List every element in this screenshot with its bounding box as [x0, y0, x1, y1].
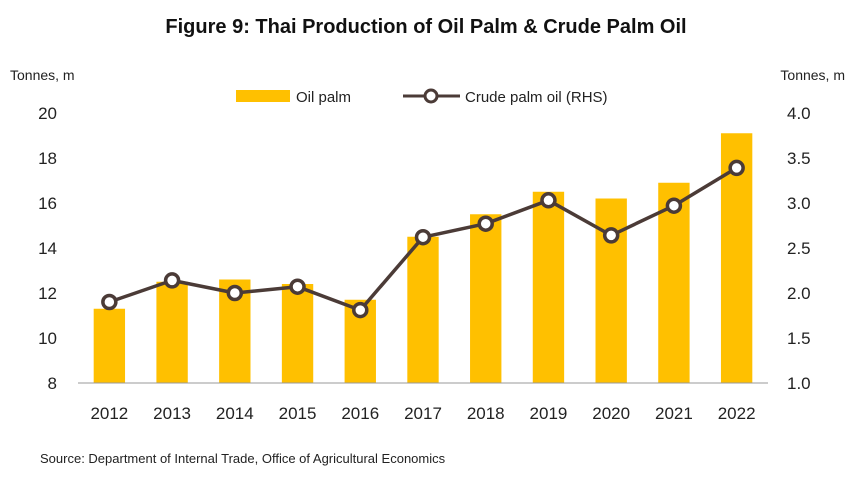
left-tick-label: 10: [38, 329, 57, 348]
bar-oil-palm-2012: [93, 308, 126, 383]
line-series-crude-palm-oil: [101, 159, 745, 319]
point-crude-palm-oil-2013: [163, 272, 181, 289]
right-tick-label: 2.0: [787, 284, 811, 303]
right-y-axis: 1.0 1.5 2.0 2.5 3.0 3.5 4.0: [787, 104, 811, 393]
x-tick-label: 2017: [404, 404, 442, 423]
x-tick-label: 2016: [341, 404, 379, 423]
bar-oil-palm-2015: [281, 284, 314, 383]
left-tick-label: 20: [38, 104, 57, 123]
point-crude-palm-oil-2021: [665, 197, 683, 214]
bar-oil-palm-2019: [532, 191, 565, 383]
right-tick-label: 1.5: [787, 329, 811, 348]
point-crude-palm-oil-2017: [414, 228, 432, 246]
chart-title: Figure 9: Thai Production of Oil Palm & …: [165, 16, 686, 38]
left-axis-label: Tonnes, m: [10, 67, 75, 83]
x-tick-label: 2015: [279, 404, 317, 423]
point-crude-palm-oil-2012: [101, 293, 118, 311]
legend: Oil palm Crude palm oil (RHS): [236, 88, 608, 106]
left-tick-label: 18: [38, 149, 57, 168]
right-tick-label: 2.5: [787, 239, 811, 258]
x-tick-label: 2013: [153, 404, 191, 423]
legend-label-crude-palm-oil: Crude palm oil (RHS): [465, 89, 608, 106]
point-crude-palm-oil-2018: [477, 215, 494, 232]
point-crude-palm-oil-2014: [226, 284, 244, 302]
right-axis-label: Tonnes, m: [780, 67, 845, 83]
bar-oil-palm-2013: [156, 281, 188, 383]
x-tick-label: 2018: [467, 404, 505, 423]
point-crude-palm-oil-2020: [602, 227, 620, 244]
point-crude-palm-oil-2016: [352, 301, 369, 319]
left-y-axis: 8 10 12 14 16 18 20: [38, 104, 57, 393]
x-tick-label: 2020: [592, 404, 630, 423]
legend-label-oil-palm: Oil palm: [296, 89, 351, 106]
right-tick-label: 1.0: [787, 374, 811, 393]
legend-swatch-oil-palm: [236, 90, 290, 102]
right-tick-label: 3.0: [787, 194, 811, 213]
bar-series-oil-palm: [93, 133, 753, 383]
point-crude-palm-oil-2019: [540, 192, 557, 209]
bar-oil-palm-2021: [658, 182, 690, 383]
right-tick-label: 4.0: [787, 104, 811, 123]
left-tick-label: 16: [38, 194, 57, 213]
bar-oil-palm-2018: [470, 214, 502, 383]
left-tick-label: 12: [38, 284, 57, 303]
left-tick-label: 14: [38, 239, 57, 258]
left-tick-label: 8: [48, 374, 57, 393]
x-tick-label: 2019: [530, 404, 568, 423]
bar-oil-palm-2020: [595, 198, 627, 383]
point-crude-palm-oil-2022: [728, 159, 745, 177]
x-tick-label: 2012: [90, 404, 128, 423]
point-crude-palm-oil-2015: [289, 278, 306, 295]
bar-oil-palm-2017: [407, 236, 439, 383]
source-note: Source: Department of Internal Trade, Of…: [40, 451, 446, 466]
right-tick-label: 3.5: [787, 149, 811, 168]
x-tick-label: 2014: [216, 404, 254, 423]
x-tick-label: 2021: [655, 404, 693, 423]
x-tick-label: 2022: [718, 404, 756, 423]
x-axis: 2012 2013 2014 2015 2016 2017 2018 2019 2020 2021…: [90, 404, 755, 423]
legend-marker-crude-palm-oil: [423, 88, 439, 104]
